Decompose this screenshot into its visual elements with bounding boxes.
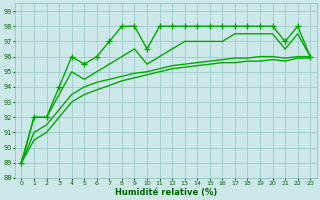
X-axis label: Humidité relative (%): Humidité relative (%) <box>115 188 217 197</box>
